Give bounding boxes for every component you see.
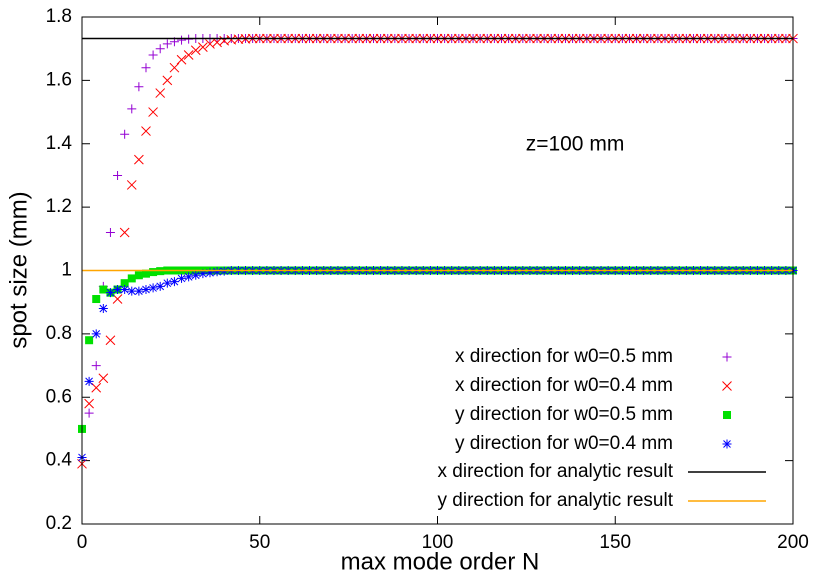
point	[91, 382, 102, 393]
point	[91, 361, 101, 371]
point	[119, 227, 130, 238]
point	[198, 42, 208, 52]
point	[134, 154, 144, 165]
legend-label: x direction for w0=0.5 mm	[455, 346, 673, 367]
point	[113, 285, 123, 295]
legend-label: x direction for w0=0.4 mm	[455, 375, 673, 396]
point	[98, 304, 108, 314]
point	[162, 75, 173, 86]
y-tick-label: 1	[61, 260, 72, 281]
point	[120, 279, 129, 288]
point	[98, 373, 109, 384]
point	[205, 268, 215, 278]
y-tick-label: 1.8	[46, 6, 72, 27]
point	[212, 267, 222, 277]
point	[112, 294, 123, 304]
point	[191, 270, 201, 280]
point	[127, 104, 137, 114]
point	[141, 63, 151, 73]
point	[177, 273, 187, 283]
legend-swatch	[722, 352, 732, 362]
series	[77, 266, 798, 462]
point	[126, 180, 137, 190]
point	[99, 285, 108, 294]
point	[198, 269, 208, 279]
y-tick-label: 0.2	[46, 513, 72, 534]
point	[105, 227, 115, 237]
point	[141, 126, 151, 136]
y-tick-label: 0.8	[46, 323, 72, 344]
point	[155, 88, 166, 98]
y-tick-label: 1.6	[46, 69, 72, 90]
point	[134, 271, 143, 280]
y-tick-label: 1.2	[46, 196, 72, 217]
point	[134, 286, 144, 296]
legend-swatch	[723, 411, 731, 419]
point	[184, 272, 194, 282]
x-tick-label: 150	[599, 532, 631, 553]
y-axis-title: spot size (mm)	[5, 191, 32, 348]
legend-label: y direction for analytic result	[438, 490, 674, 511]
point	[85, 336, 94, 345]
series	[78, 266, 797, 433]
point	[120, 285, 130, 295]
point	[92, 295, 101, 304]
point	[148, 283, 158, 293]
point	[91, 329, 101, 339]
x-tick-label: 50	[249, 532, 270, 553]
point	[155, 44, 165, 54]
legend-swatch	[722, 439, 732, 449]
point	[84, 408, 94, 418]
x-axis-title: max mode order N	[341, 548, 540, 575]
point	[105, 288, 115, 298]
point	[84, 398, 94, 409]
x-tick-label: 100	[422, 532, 454, 553]
point	[113, 170, 123, 180]
point	[141, 285, 151, 295]
legend-label: y direction for w0=0.5 mm	[455, 404, 673, 425]
point	[134, 82, 144, 92]
y-tick-label: 1.4	[46, 133, 73, 154]
x-tick-label: 0	[77, 532, 88, 553]
point	[105, 335, 116, 346]
point	[127, 286, 137, 296]
point	[176, 54, 187, 65]
annotation: z=100 mm	[526, 133, 625, 156]
point	[183, 50, 194, 60]
point	[148, 107, 158, 117]
series	[77, 34, 798, 462]
series	[77, 33, 798, 469]
point	[169, 62, 180, 73]
point	[148, 50, 158, 60]
point	[177, 35, 187, 45]
point	[155, 281, 165, 291]
point	[149, 268, 158, 277]
point	[84, 376, 94, 386]
x-tick-label: 200	[777, 532, 809, 553]
point	[141, 269, 150, 278]
y-tick-label: 0.6	[46, 386, 72, 407]
point	[162, 39, 172, 49]
point	[120, 129, 130, 139]
plot-frame	[81, 16, 794, 525]
legend-label: x direction for analytic result	[438, 461, 674, 482]
point	[127, 274, 136, 283]
point	[162, 278, 172, 288]
point	[190, 45, 201, 56]
point	[169, 277, 179, 287]
legend-label: y direction for w0=0.4 mm	[455, 433, 673, 454]
y-tick-label: 0.4	[46, 450, 73, 471]
legend-swatch	[722, 381, 732, 391]
